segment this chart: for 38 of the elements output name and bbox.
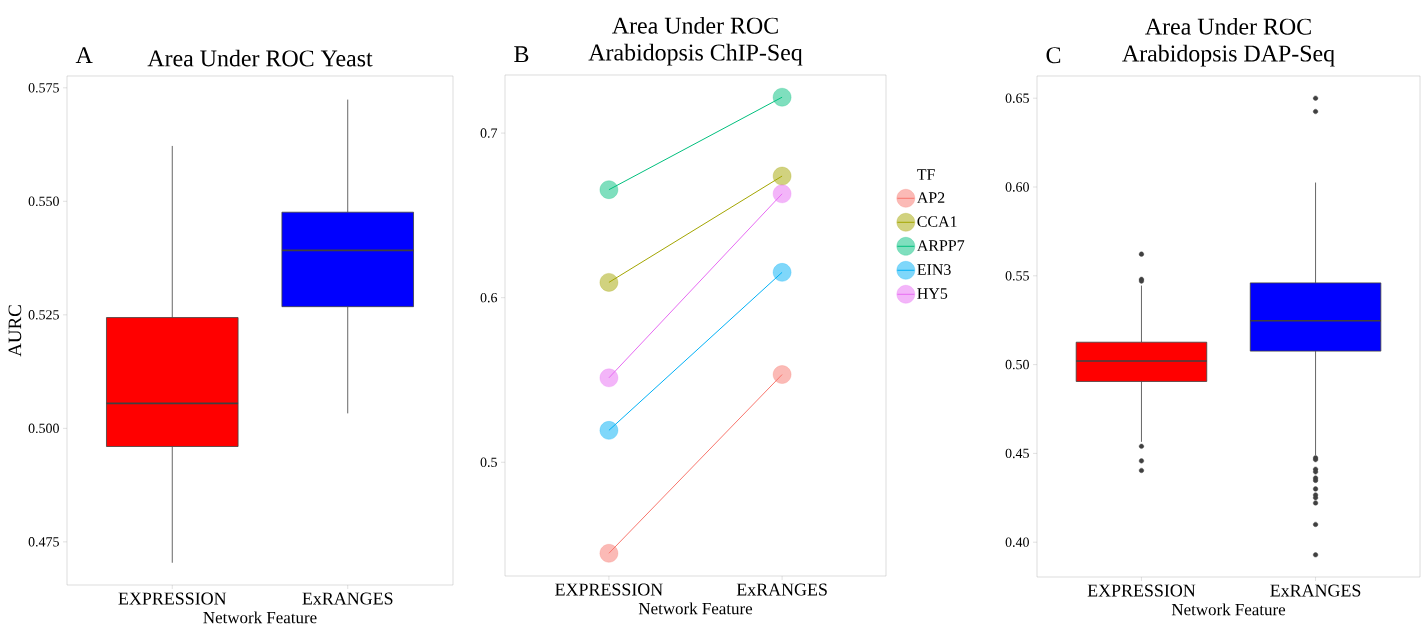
chart-title: Area Under ROC	[1145, 17, 1311, 35]
legend-title: TF	[917, 169, 935, 180]
y-tick-label: 0.6	[480, 292, 498, 303]
chart-title: Area Under ROC	[612, 16, 778, 34]
y-tick-label: 0.65	[1005, 93, 1029, 103]
x-axis-title: Network Feature	[1171, 603, 1286, 616]
y-axis-title: AURC	[8, 305, 22, 357]
x-tick-label: EXPRESSION	[555, 583, 663, 596]
x-tick-label: ExRANGES	[1270, 584, 1361, 597]
x-tick-label: ExRANGES	[736, 583, 827, 596]
x-tick-label: EXPRESSION	[118, 592, 227, 605]
legend-label: ARPP7	[916, 240, 965, 251]
y-tick-label: 0.55	[1005, 271, 1029, 281]
y-tick-label: 0.60	[1005, 182, 1029, 192]
x-tick-label: ExRANGES	[302, 592, 393, 605]
legend-label: AP2	[916, 192, 945, 203]
y-tick-label: 0.50	[1005, 359, 1029, 370]
y-tick-label: 0.550	[28, 196, 59, 207]
x-axis-title: Network Feature	[203, 611, 317, 624]
x-tick-label: EXPRESSION	[1087, 584, 1196, 597]
legend-label: CCA1	[917, 216, 957, 227]
x-axis-title: Network Feature	[638, 602, 753, 615]
y-tick-label: 0.45	[1005, 448, 1029, 459]
legend-label: EIN3	[917, 264, 951, 275]
chart-title: Area Under ROC Yeast	[147, 49, 373, 67]
text: A	[75, 47, 93, 63]
y-tick-label: 0.500	[28, 423, 59, 434]
y-tick-label: 0.475	[28, 537, 59, 547]
chart-subtitle: Arabidopsis DAP-Seq	[1122, 44, 1335, 67]
text: B	[514, 46, 529, 63]
y-tick-label: 0.5	[480, 457, 497, 468]
text: C	[1046, 47, 1061, 64]
y-tick-label: 0.575	[28, 83, 59, 93]
chart-subtitle: Arabidopsis ChIP-Seq	[588, 43, 803, 66]
y-tick-label: 0.525	[28, 310, 59, 320]
y-tick-label: 0.40	[1005, 537, 1029, 547]
y-tick-label: 0.7	[480, 128, 498, 138]
legend-label: HY5	[917, 288, 948, 299]
